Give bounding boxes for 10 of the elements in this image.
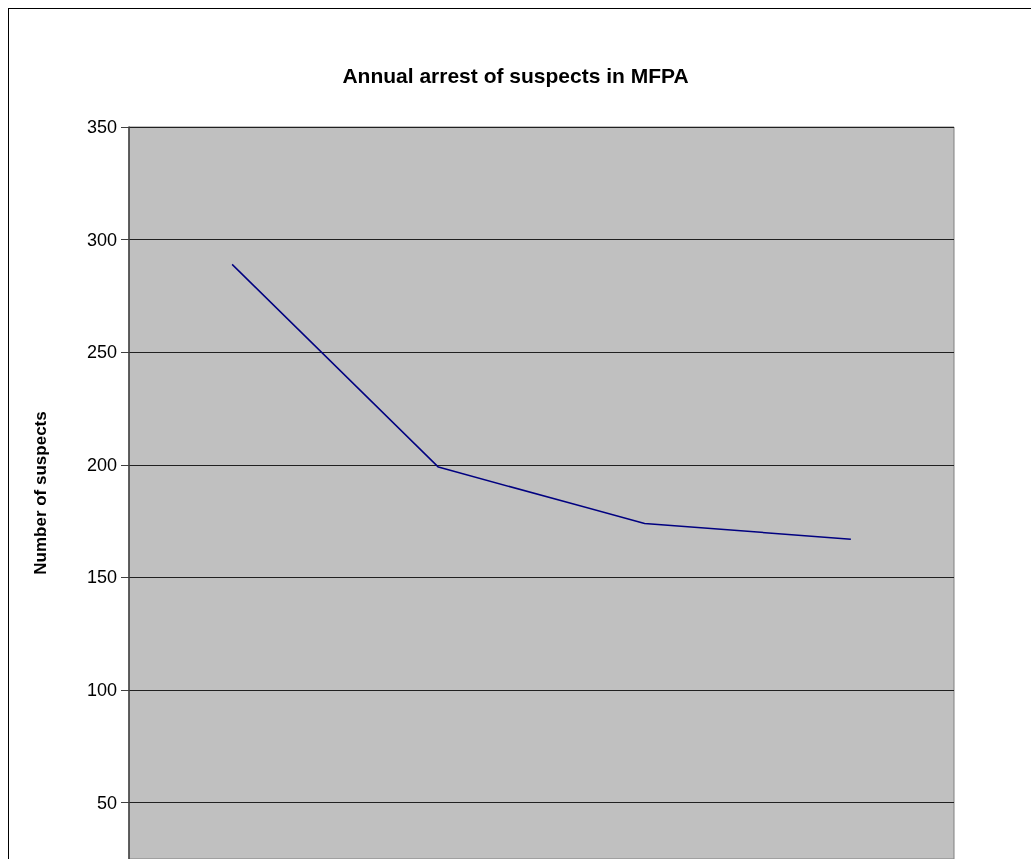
chart-title: Annual arrest of suspects in MFPA	[342, 64, 689, 87]
y-tick-label: 50	[96, 792, 117, 813]
y-tick-label: 100	[86, 680, 117, 701]
y-tick-label: 350	[86, 117, 117, 137]
y-tick-label: 250	[86, 342, 117, 363]
y-axis-title: Number of suspects	[31, 411, 50, 575]
y-tick-label: 300	[86, 229, 117, 250]
y-tick-label: 150	[86, 567, 117, 588]
line-series	[231, 263, 852, 540]
y-tick-label: 200	[86, 454, 117, 475]
